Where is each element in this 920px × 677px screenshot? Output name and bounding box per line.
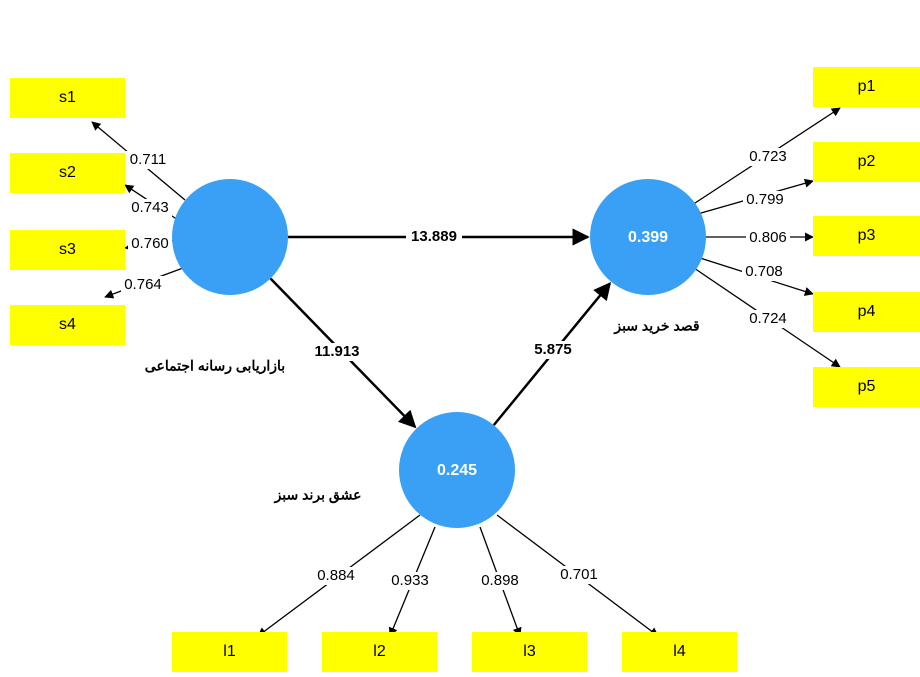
construct-circle xyxy=(172,179,288,295)
loading-value: 0.764 xyxy=(124,276,162,293)
loading-value: 0.799 xyxy=(746,191,784,208)
path-label-bg xyxy=(309,343,365,361)
construct-label: عشق برند سبز xyxy=(274,487,362,504)
indicator-label: s4 xyxy=(59,316,76,333)
construct-circle xyxy=(590,179,706,295)
loading-value: 0.760 xyxy=(131,235,169,252)
indicator-label: p5 xyxy=(858,378,876,395)
indicator-label: p1 xyxy=(858,78,876,95)
path-coefficient: 13.889 xyxy=(411,228,457,245)
indicator-label: p3 xyxy=(858,227,876,244)
construct-label: بازاریابی رسانه اجتماعی xyxy=(145,358,285,375)
loading-value: 0.933 xyxy=(391,572,429,589)
indicator-box xyxy=(322,632,437,672)
indicator-box xyxy=(622,632,737,672)
loading-value: 0.884 xyxy=(317,567,355,584)
indicator-box xyxy=(813,292,920,332)
construct-label: قصد خرید سبز xyxy=(613,318,699,335)
loading-value: 0.701 xyxy=(560,566,598,583)
path-coefficient: 11.913 xyxy=(314,343,359,360)
loading-value: 0.711 xyxy=(130,151,166,168)
loading-value: 0.708 xyxy=(745,263,783,280)
indicator-label: p4 xyxy=(858,303,876,320)
indicator-box xyxy=(472,632,587,672)
indicator-box xyxy=(172,632,287,672)
loading-value: 0.898 xyxy=(481,572,519,589)
loading-bg xyxy=(746,148,790,166)
indicator-label: s3 xyxy=(59,241,76,258)
indicator-label: s1 xyxy=(59,89,76,106)
indicator-label: l4 xyxy=(673,643,686,660)
loading-bg xyxy=(746,229,790,247)
loading-value: 0.743 xyxy=(131,199,169,216)
path-label-bg xyxy=(525,341,581,359)
loading-bg xyxy=(743,191,787,209)
indicator-box xyxy=(10,153,125,193)
path-label-bg xyxy=(406,228,462,246)
loading-bg xyxy=(126,151,170,169)
indicator-label: l1 xyxy=(223,643,236,660)
loading-value: 0.724 xyxy=(749,310,787,327)
loading-bg xyxy=(388,572,432,590)
indicator-label: l2 xyxy=(373,643,386,660)
indicator-box xyxy=(10,230,125,270)
indicator-box xyxy=(813,142,920,182)
loading-bg xyxy=(128,199,172,217)
indicator-box xyxy=(813,67,920,107)
indicator-box xyxy=(813,367,920,407)
indicator-label: s2 xyxy=(59,164,76,181)
loading-bg xyxy=(121,276,165,294)
r-squared: 0.245 xyxy=(437,462,477,479)
loading-bg xyxy=(128,235,172,253)
loading-value: 0.806 xyxy=(749,229,787,246)
loading-bg xyxy=(478,572,522,590)
r-squared: 0.399 xyxy=(628,229,668,246)
loading-bg xyxy=(746,310,790,328)
construct-circle xyxy=(399,412,515,528)
indicator-box xyxy=(10,78,125,118)
indicator-label: l3 xyxy=(523,643,536,660)
indicator-box xyxy=(10,305,125,345)
loading-bg xyxy=(557,566,601,584)
path-coefficient: 5.875 xyxy=(534,341,572,358)
loading-value: 0.723 xyxy=(749,148,787,165)
loading-bg xyxy=(314,567,358,585)
loading-bg xyxy=(742,263,786,281)
indicator-label: p2 xyxy=(858,153,876,170)
indicator-box xyxy=(813,216,920,256)
